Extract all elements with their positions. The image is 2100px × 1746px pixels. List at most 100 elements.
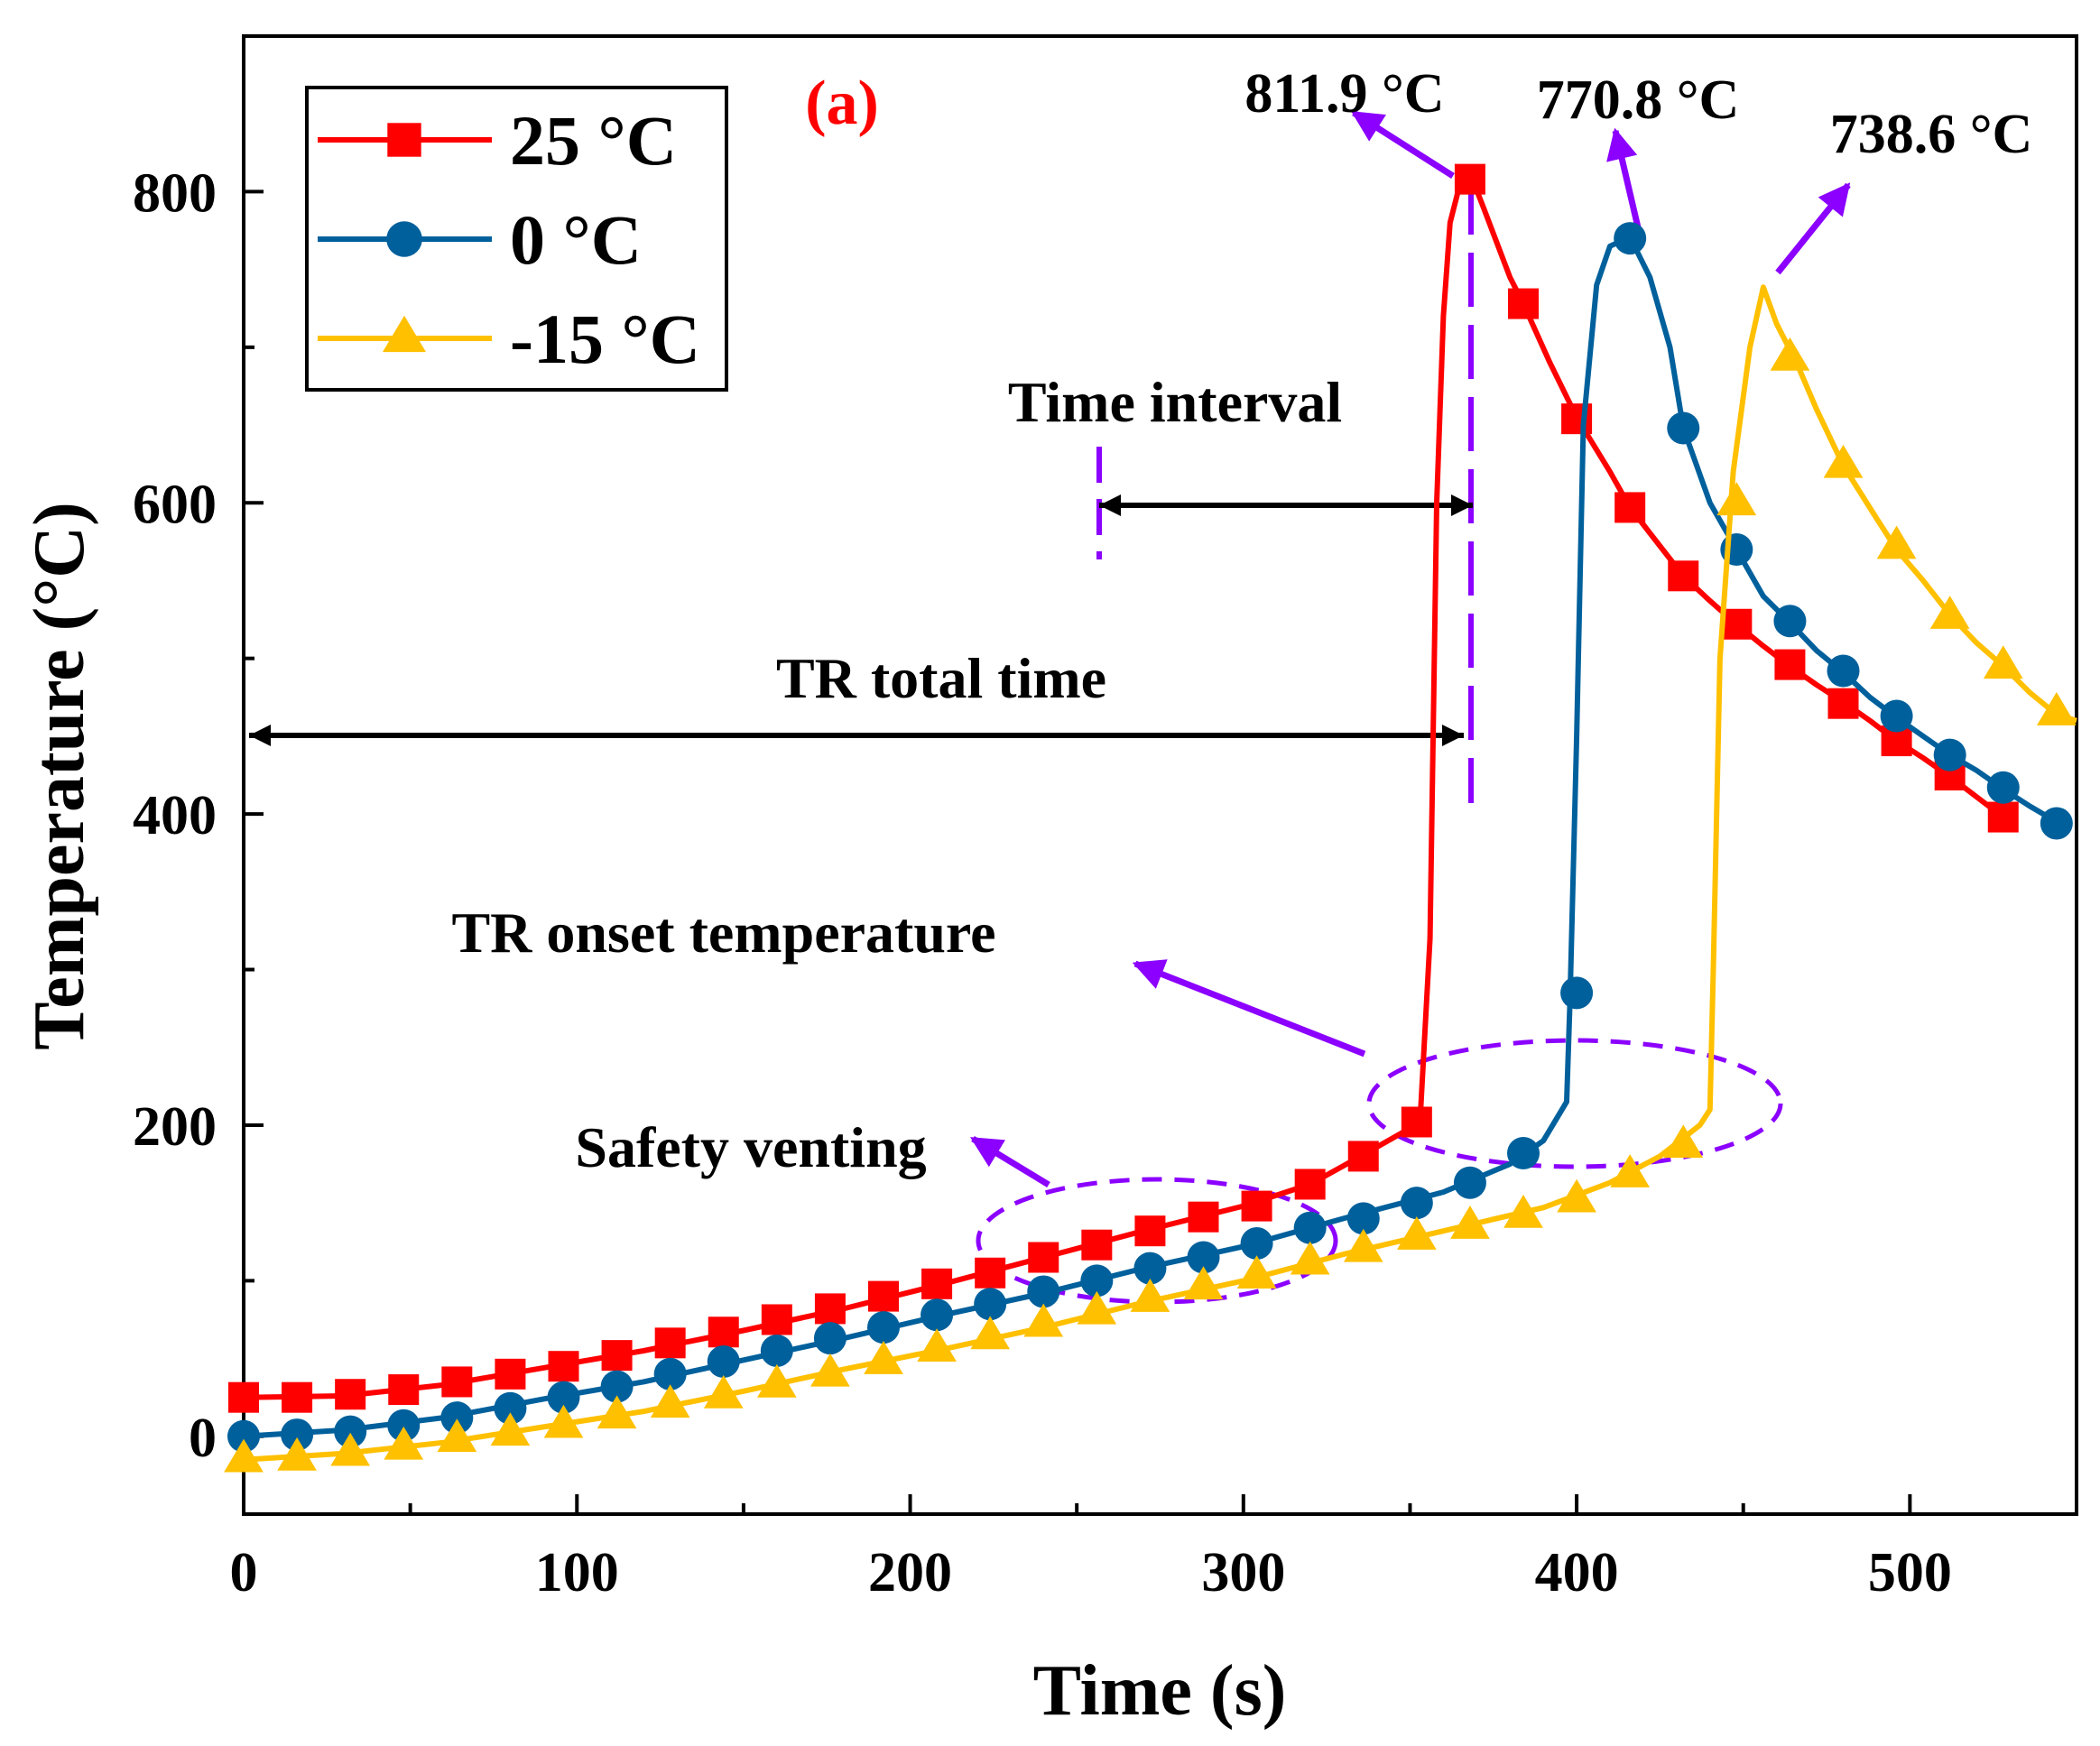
legend-entry-2: -15 °C <box>318 300 700 378</box>
data-point <box>864 1341 903 1374</box>
data-point <box>1986 771 2020 804</box>
x-axis-label: Time (s) <box>1033 1651 1287 1731</box>
data-point <box>813 1322 846 1355</box>
data-point <box>601 1340 633 1372</box>
data-point <box>1987 801 2019 833</box>
data-point <box>495 1358 526 1390</box>
data-point <box>1134 1215 1166 1247</box>
data-point <box>970 1316 1011 1350</box>
data-point <box>441 1366 473 1398</box>
tr-onset-ellipse <box>1366 1038 1783 1169</box>
tr-onset-arrow <box>1132 959 1366 1058</box>
data-point <box>224 1438 264 1473</box>
data-point <box>1614 222 1647 255</box>
data-point <box>868 1280 900 1312</box>
data-point <box>1188 1201 1219 1233</box>
data-point <box>650 1384 690 1418</box>
data-point <box>1663 1124 1704 1159</box>
data-point <box>330 1432 371 1466</box>
peak-0-arrow <box>1606 127 1642 228</box>
data-point <box>1290 1241 1330 1275</box>
plot-frame <box>242 34 2078 1516</box>
data-point <box>814 1293 846 1325</box>
legend: 25 °C 0 °C -15 °C <box>305 86 728 392</box>
data-point <box>1240 1226 1273 1260</box>
data-point <box>437 1418 477 1453</box>
x-tick-label: 200 <box>868 1542 952 1603</box>
legend-entry-0: 25 °C <box>318 101 677 180</box>
annotation-layer <box>249 110 1851 1305</box>
data-point <box>1080 1264 1114 1298</box>
peak-neg15-label: 738.6 °C <box>1830 104 2033 165</box>
data-point <box>2040 807 2073 840</box>
x-tick-label: 100 <box>535 1542 619 1603</box>
data-point <box>1027 1275 1060 1308</box>
data-point <box>388 1374 420 1406</box>
data-point <box>917 1328 957 1363</box>
data-point <box>1823 444 1864 478</box>
data-point <box>543 1404 584 1438</box>
data-point <box>282 1381 313 1413</box>
peak-25-label: 811.9 °C <box>1244 63 1444 125</box>
y-tick-label: 600 <box>133 474 217 535</box>
data-point <box>1081 1229 1113 1261</box>
data-point <box>708 1316 739 1348</box>
y-axis-label: Temperature (°C) <box>20 502 99 1049</box>
data-point <box>867 1311 901 1344</box>
data-point <box>1293 1211 1327 1244</box>
data-point <box>600 1370 634 1403</box>
data-point <box>1668 560 1699 592</box>
x-tick-label: 0 <box>230 1542 258 1603</box>
data-point <box>277 1437 317 1471</box>
data-point <box>548 1351 579 1382</box>
legend-label: -15 °C <box>510 300 700 378</box>
series-2 <box>224 284 2077 1473</box>
data-point <box>1077 1290 1117 1325</box>
data-point <box>1560 976 1594 1010</box>
y-tick-labels: 0 200 400 600 800 <box>133 162 217 1468</box>
data-point <box>1983 645 2023 679</box>
safety-venting-label: Safety venting <box>575 1115 926 1179</box>
series-0 <box>228 163 2019 1413</box>
data-point <box>756 1363 797 1398</box>
data-point <box>1453 1166 1486 1199</box>
data-point <box>975 1257 1006 1289</box>
data-point <box>1133 1252 1167 1285</box>
data-point <box>1130 1279 1170 1312</box>
series-1 <box>227 222 2073 1453</box>
series-line <box>243 284 2077 1463</box>
y-tick-label: 0 <box>189 1408 217 1469</box>
data-point <box>761 1304 792 1335</box>
data-point <box>1667 411 1700 445</box>
data-point <box>597 1395 637 1429</box>
legend-swatch-marker <box>387 123 421 157</box>
data-point <box>1503 1194 1543 1228</box>
tr-total-time-label: TR total time <box>776 646 1106 710</box>
legend-label: 0 °C <box>510 200 642 279</box>
data-point <box>1294 1169 1326 1200</box>
y-tick-label: 200 <box>133 1096 217 1158</box>
data-point <box>1241 1190 1272 1222</box>
data-point <box>384 1426 424 1460</box>
data-point <box>490 1412 531 1446</box>
data-point <box>707 1345 740 1379</box>
data-point <box>1614 492 1646 523</box>
data-point <box>1023 1303 1064 1337</box>
data-point <box>227 1419 260 1453</box>
data-point <box>1236 1255 1277 1289</box>
data-point <box>654 1327 686 1359</box>
data-point <box>1343 1228 1383 1262</box>
data-point <box>335 1379 366 1410</box>
safety-venting-arrow <box>970 1136 1050 1187</box>
peak-neg15-arrow <box>1775 182 1851 275</box>
data-point <box>1450 1206 1490 1239</box>
data-point <box>1396 1216 1437 1250</box>
data-point <box>1557 1178 1596 1213</box>
data-point <box>1880 699 1913 733</box>
data-point <box>1346 1202 1380 1235</box>
data-point <box>1716 482 1757 516</box>
tr-onset-label: TR onset temperature <box>451 901 995 965</box>
data-point <box>760 1334 793 1367</box>
data-point <box>1347 1141 1379 1172</box>
